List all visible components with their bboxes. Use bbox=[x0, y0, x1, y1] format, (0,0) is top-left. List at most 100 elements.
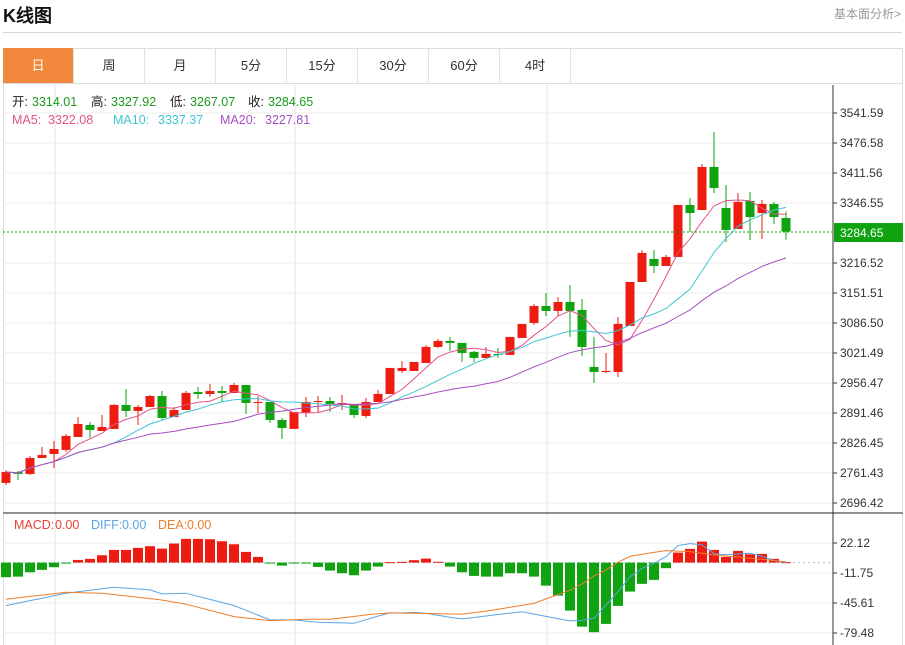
candle-body bbox=[61, 435, 71, 450]
tab-5min[interactable]: 5分 bbox=[216, 48, 287, 83]
grid bbox=[3, 85, 833, 645]
macd-bar bbox=[265, 562, 275, 564]
tab-15min[interactable]: 15分 bbox=[287, 48, 358, 83]
macd-bar bbox=[481, 562, 491, 577]
macd-bar bbox=[373, 562, 383, 567]
candle-body bbox=[517, 323, 527, 338]
candle-body bbox=[325, 400, 335, 404]
chart-frame bbox=[3, 48, 903, 645]
macd-bar bbox=[37, 562, 47, 570]
open-label: 开: bbox=[12, 95, 28, 109]
candle bbox=[709, 131, 719, 193]
candle-body bbox=[109, 404, 119, 429]
price-tick-label: 3151.51 bbox=[840, 286, 884, 300]
macd-bar bbox=[385, 562, 395, 564]
price-tick-label: 2696.42 bbox=[840, 496, 884, 510]
macd-bar bbox=[757, 553, 767, 563]
candle bbox=[685, 197, 695, 232]
macd-bar bbox=[241, 551, 251, 563]
macd-value: 0.00 bbox=[55, 518, 79, 532]
current-price-text: 3284.65 bbox=[840, 226, 884, 240]
candle-body bbox=[697, 166, 707, 210]
candle bbox=[385, 367, 395, 394]
macd-tick-label: -11.75 bbox=[840, 566, 873, 580]
candle-body bbox=[577, 309, 587, 347]
candle bbox=[409, 361, 419, 371]
candle-body bbox=[373, 393, 383, 402]
tab-30min[interactable]: 30分 bbox=[358, 48, 429, 83]
price-tick-label: 2826.45 bbox=[840, 436, 884, 450]
candle-body bbox=[589, 366, 599, 372]
macd-bar bbox=[289, 562, 299, 564]
period-tabs: 日 周 月 5分 15分 30分 60分 4时 bbox=[3, 48, 903, 84]
candle bbox=[625, 281, 635, 326]
candles bbox=[1, 131, 791, 485]
fundamental-analysis-link[interactable]: 基本面分析> bbox=[833, 7, 901, 21]
candle bbox=[337, 394, 347, 410]
candle-body bbox=[277, 419, 287, 428]
macd-bar bbox=[409, 560, 419, 563]
candle-body bbox=[529, 305, 539, 323]
candle bbox=[133, 404, 143, 425]
candle bbox=[349, 403, 359, 418]
macd-bar bbox=[517, 562, 527, 574]
candle-body bbox=[241, 384, 251, 403]
candle-body bbox=[385, 367, 395, 394]
candle-body bbox=[445, 340, 455, 343]
macd-bar bbox=[469, 562, 479, 576]
tab-week[interactable]: 周 bbox=[74, 48, 145, 83]
macd-bar bbox=[217, 541, 227, 563]
price-tick-label: 2956.47 bbox=[840, 376, 884, 390]
candle-body bbox=[553, 301, 563, 311]
high-value: 3327.92 bbox=[111, 95, 156, 109]
close-label: 收: bbox=[248, 95, 264, 109]
candle-body bbox=[37, 454, 47, 458]
macd-bar bbox=[61, 562, 71, 564]
macd-bar bbox=[721, 556, 731, 563]
dea-value: 0.00 bbox=[187, 518, 211, 532]
candle bbox=[601, 352, 611, 373]
candle bbox=[217, 385, 227, 402]
tab-month[interactable]: 月 bbox=[145, 48, 216, 83]
macd-bar bbox=[685, 548, 695, 563]
macd-bar bbox=[661, 562, 671, 569]
tab-4hour[interactable]: 4时 bbox=[500, 48, 571, 83]
moving-averages bbox=[5, 199, 787, 474]
ma20-value: 3227.81 bbox=[265, 113, 310, 127]
candle bbox=[673, 204, 683, 257]
macd-bar bbox=[397, 561, 407, 563]
macd-bar bbox=[301, 562, 311, 564]
candle bbox=[529, 303, 539, 325]
candle bbox=[61, 433, 71, 452]
candle bbox=[433, 338, 443, 348]
current-price-tag bbox=[834, 223, 903, 242]
candle-body bbox=[409, 361, 419, 371]
candle-body bbox=[637, 252, 647, 282]
tab-60min[interactable]: 60分 bbox=[429, 48, 500, 83]
candle-body bbox=[601, 370, 611, 372]
candle-body bbox=[685, 204, 695, 213]
ma10-value: 3337.37 bbox=[158, 113, 203, 127]
low-value: 3267.07 bbox=[190, 95, 235, 109]
diff-label: DIFF: bbox=[91, 518, 122, 532]
macd-tick-label: -45.61 bbox=[840, 596, 874, 610]
candle-body bbox=[625, 281, 635, 326]
macd-bar bbox=[613, 562, 623, 606]
macd-bar bbox=[157, 548, 167, 563]
macd-bar bbox=[589, 562, 599, 633]
candle bbox=[721, 184, 731, 242]
candle-body bbox=[193, 391, 203, 394]
tab-day[interactable]: 日 bbox=[3, 48, 74, 83]
macd-bar bbox=[25, 562, 35, 573]
candle bbox=[781, 211, 791, 240]
candle bbox=[613, 316, 623, 377]
candle bbox=[397, 360, 407, 373]
candle-body bbox=[721, 207, 731, 230]
candle-body bbox=[733, 201, 743, 229]
macd-bar bbox=[121, 549, 131, 563]
macd-bar bbox=[505, 562, 515, 574]
macd-bar bbox=[529, 562, 539, 577]
candle-body bbox=[169, 409, 179, 417]
macd-bar bbox=[205, 539, 215, 563]
